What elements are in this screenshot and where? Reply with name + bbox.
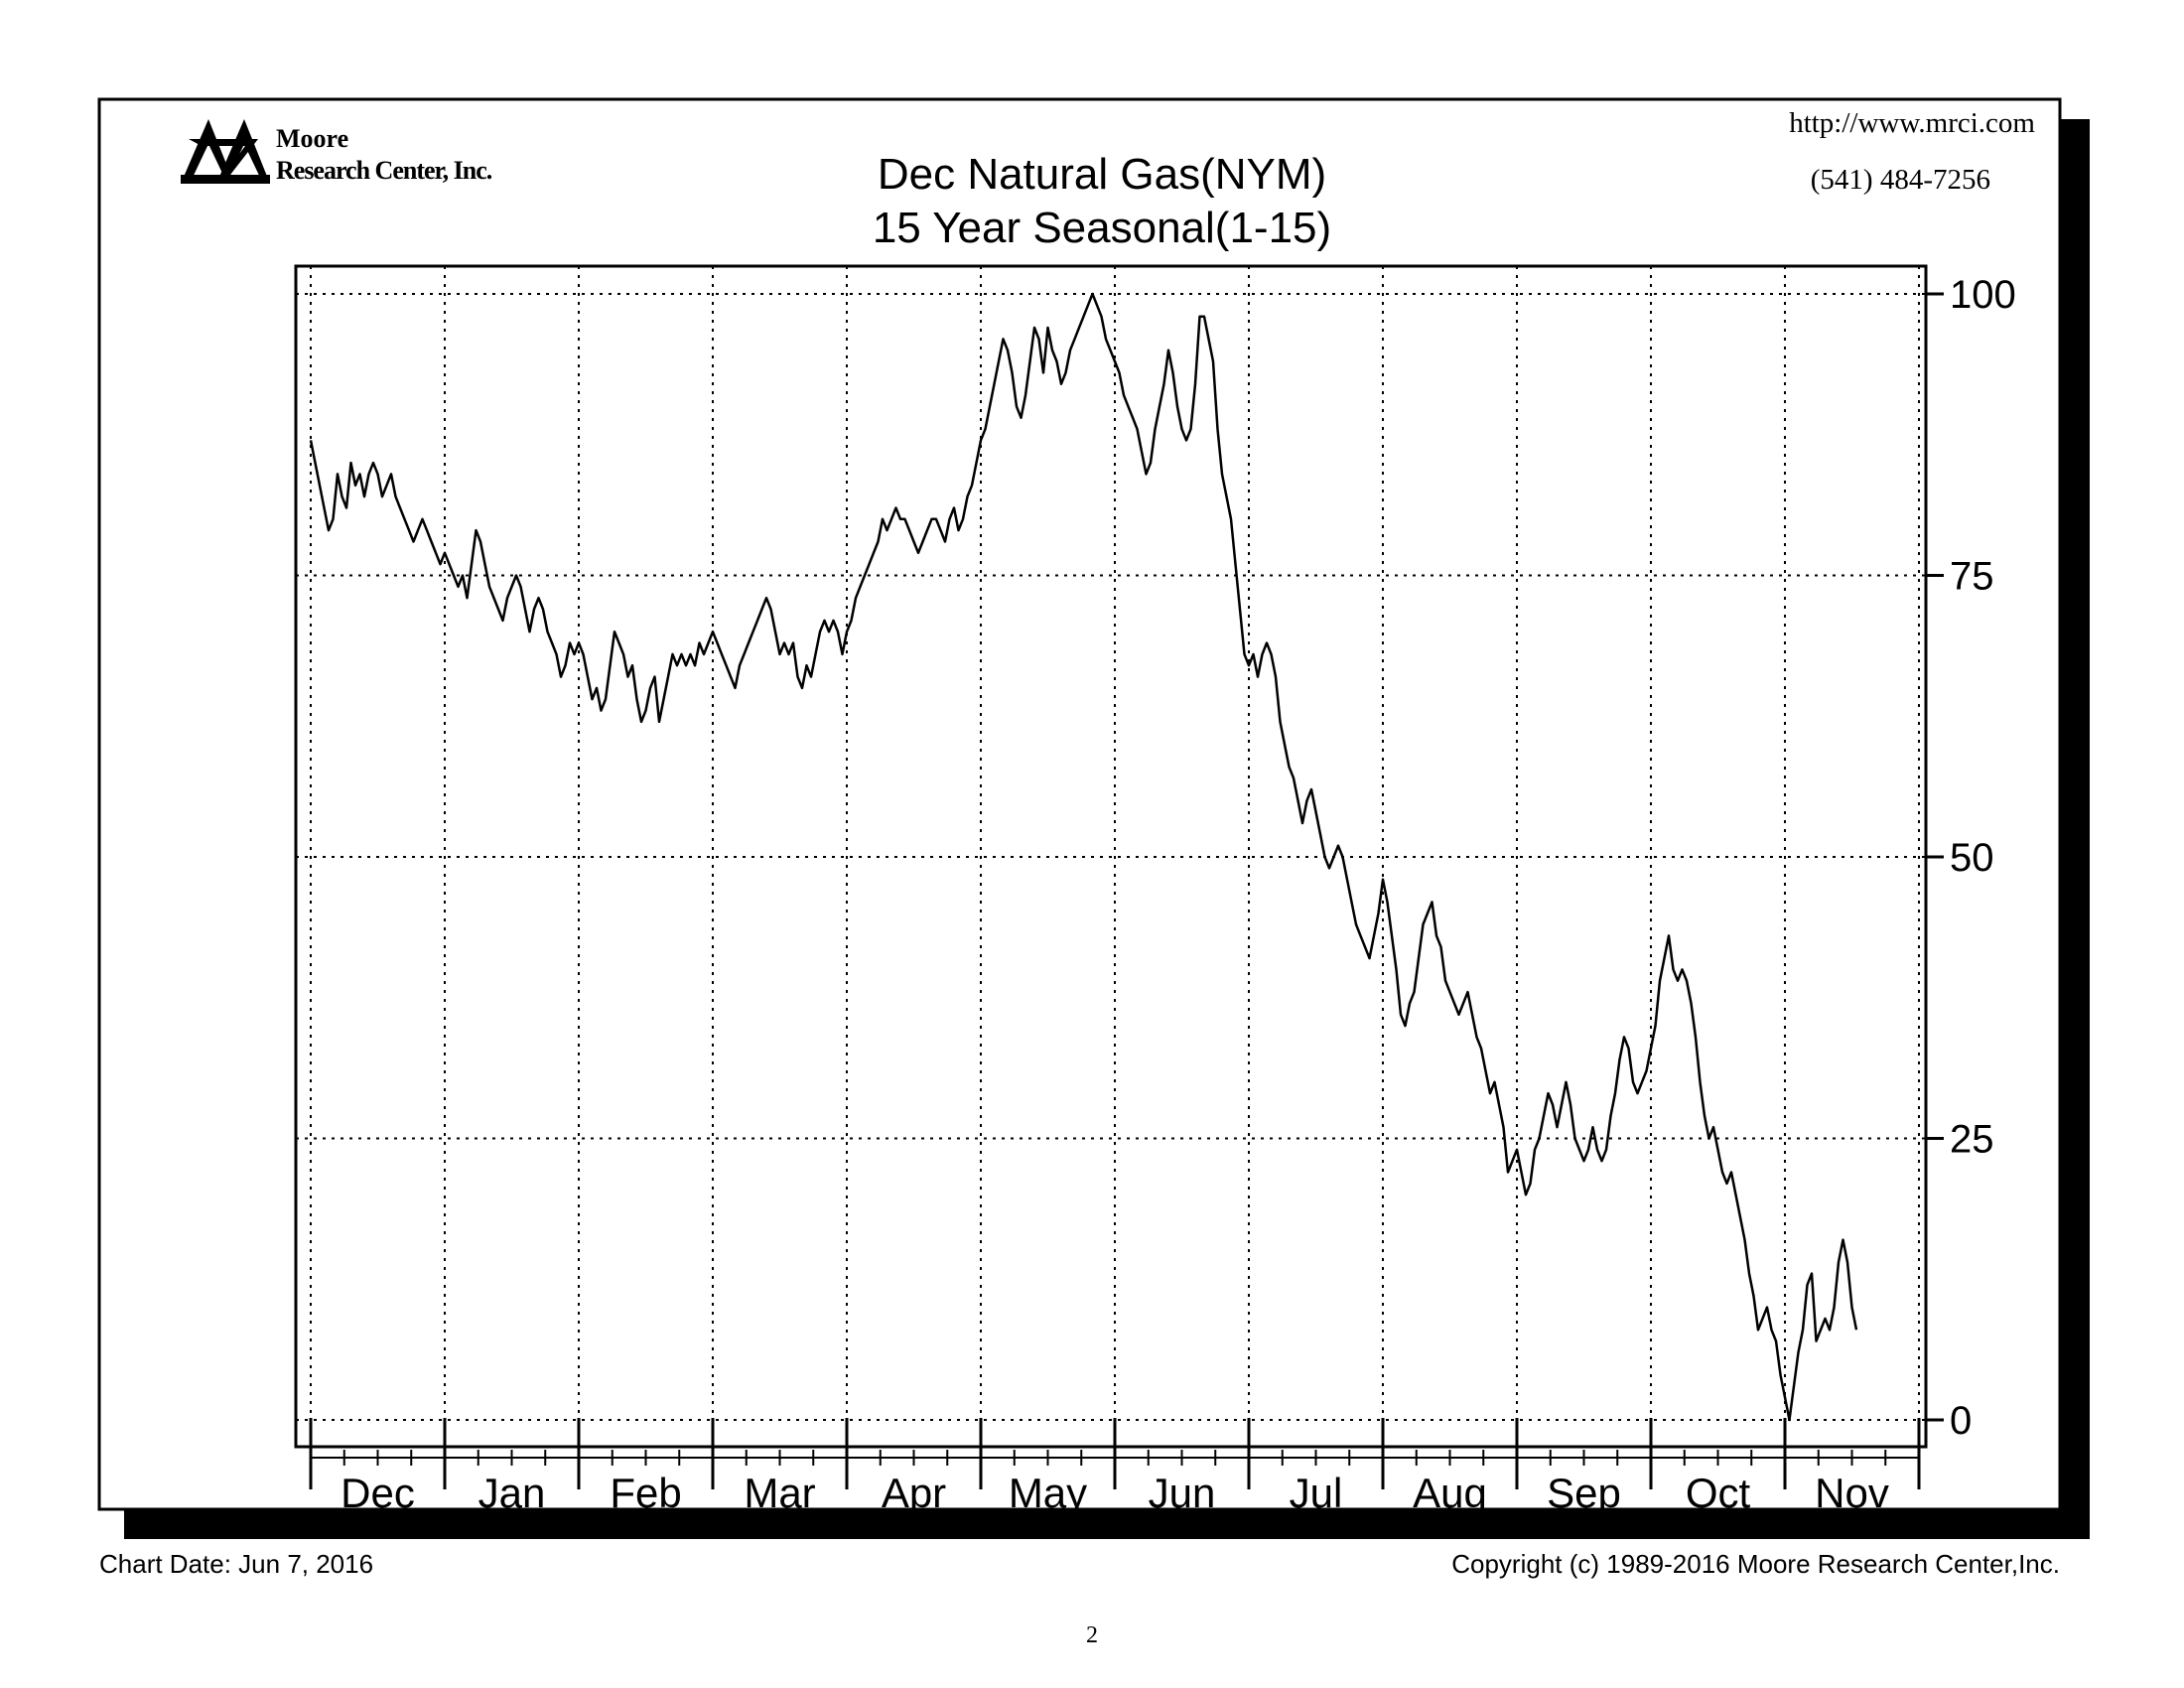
x-tick-label: Apr [882, 1470, 946, 1516]
chart-date: Chart Date: Jun 7, 2016 [99, 1549, 373, 1579]
logo-line-1: Moore [276, 124, 348, 153]
x-tick-label: Mar [744, 1470, 815, 1516]
y-axis: 0 25 50 75 100 [1926, 273, 2016, 1443]
grid-lines [296, 266, 1926, 1447]
x-tick-label: May [1009, 1470, 1087, 1516]
y-tick-label: 100 [1950, 273, 2016, 317]
x-tick-label: Jul [1290, 1470, 1343, 1516]
y-tick-label: 25 [1950, 1118, 1994, 1162]
x-tick-label: Sep [1547, 1470, 1621, 1516]
x-tick-label: Nov [1815, 1470, 1889, 1516]
logo-line-2: Research Center, Inc. [276, 156, 492, 185]
chart-title: Dec Natural Gas(NYM) [878, 150, 1326, 199]
x-tick-label: Jun [1149, 1470, 1216, 1516]
x-tick-label: Oct [1686, 1470, 1751, 1516]
website-url: http://www.mrci.com [1789, 107, 2035, 139]
series-layer [309, 292, 1858, 1422]
x-tick-label: Dec [341, 1470, 415, 1516]
phone-number: (541) 484-7256 [1811, 164, 1990, 196]
page-number: 2 [1086, 1622, 1098, 1648]
copyright-text: Copyright (c) 1989-2016 Moore Research C… [1451, 1549, 2060, 1579]
y-tick-label: 0 [1950, 1399, 1972, 1443]
x-tick-label: Aug [1413, 1470, 1487, 1516]
x-axis: Dec Jan Feb Mar Apr May Jun Jul Aug Sep Oct Nov [309, 1418, 1921, 1516]
x-tick-label: Feb [610, 1470, 681, 1516]
x-tick-label: Jan [478, 1470, 546, 1516]
chart-subtitle: 15 Year Seasonal(1-15) [873, 204, 1331, 252]
logo-mark-icon [181, 119, 270, 184]
series-line [309, 292, 1858, 1422]
chart-frame [97, 97, 2062, 1511]
company-logo: Moore Research Center, Inc. [181, 119, 493, 185]
y-tick-label: 75 [1950, 555, 1994, 599]
y-tick-label: 50 [1950, 836, 1994, 880]
